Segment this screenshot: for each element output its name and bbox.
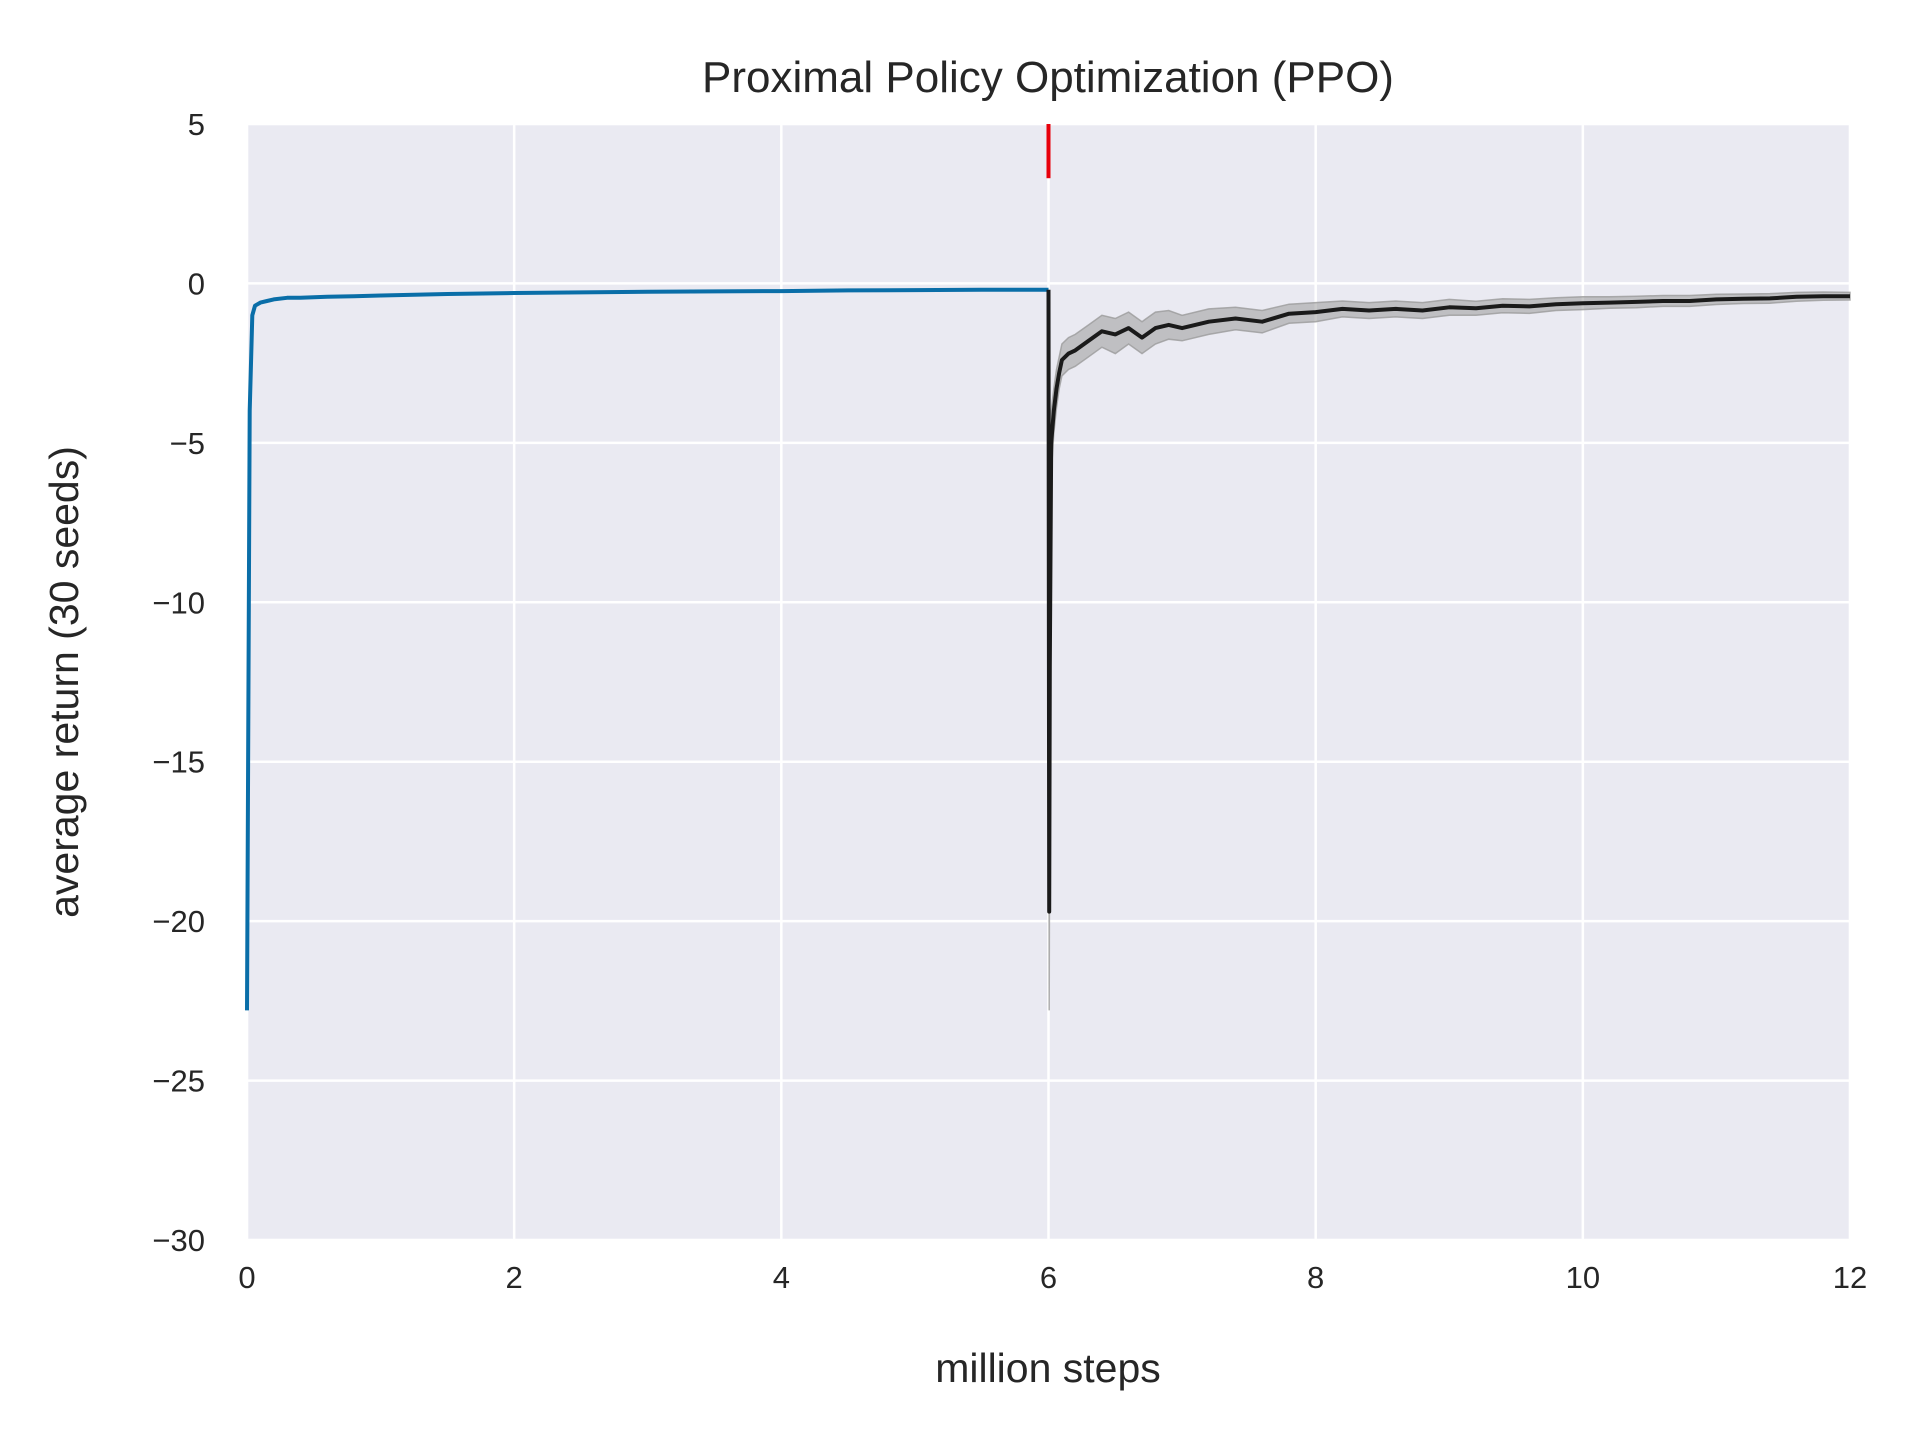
chart-title: Proximal Policy Optimization (PPO) [702, 53, 1394, 102]
y-tick-label: −25 [152, 1064, 205, 1099]
series-layer [245, 287, 1850, 1011]
x-tick-label: 0 [238, 1260, 255, 1295]
y-tick-label: 0 [188, 266, 205, 301]
series-line-phase-1 [245, 287, 1049, 1011]
y-tick-label: −10 [152, 585, 205, 620]
x-tick-label: 10 [1566, 1260, 1600, 1295]
x-axis-label: million steps [935, 1345, 1161, 1391]
x-tick-label: 2 [506, 1260, 523, 1295]
y-tick-label: −30 [152, 1223, 205, 1258]
y-tick-label: −5 [170, 426, 205, 461]
y-tick-label: −20 [152, 904, 205, 939]
x-tick-labels: 0 2 4 6 8 10 12 [238, 1260, 1867, 1295]
y-tick-label: −15 [152, 745, 205, 780]
x-tick-label: 6 [1040, 1260, 1057, 1295]
x-tick-label: 4 [773, 1260, 790, 1295]
x-tick-label: 12 [1833, 1260, 1867, 1295]
y-tick-labels: 5 0 −5 −10 −15 −20 −25 −30 [152, 107, 205, 1258]
series-line-phase-2 [1046, 289, 1850, 914]
x-tick-label: 8 [1307, 1260, 1324, 1295]
y-axis-label: average return (30 seeds) [41, 446, 87, 918]
y-tick-label: 5 [188, 107, 205, 142]
